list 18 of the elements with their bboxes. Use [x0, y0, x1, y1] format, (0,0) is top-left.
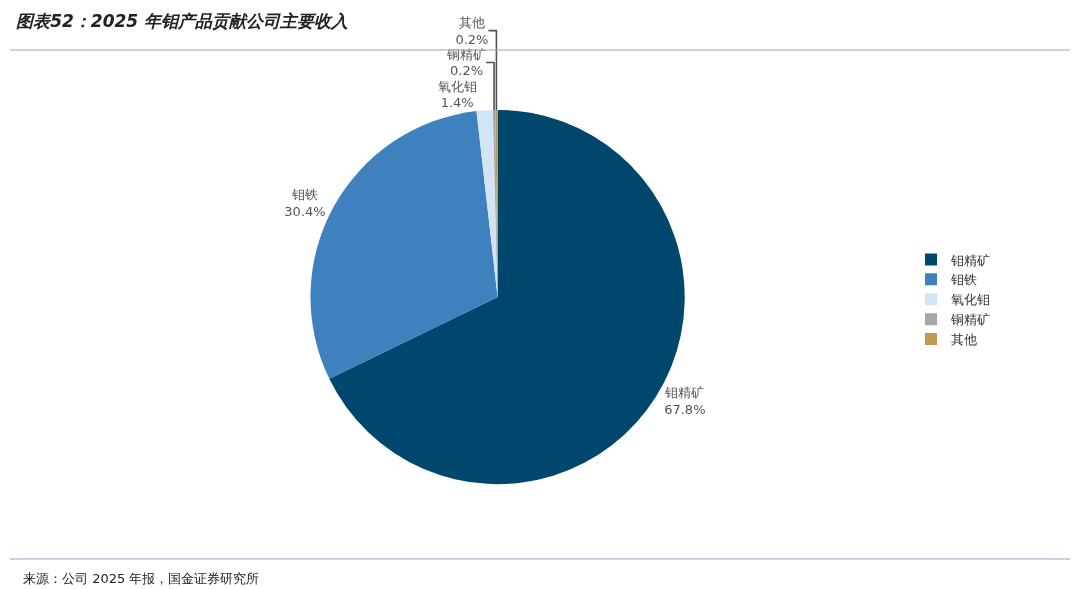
source-note: 来源：公司 2025 年报，国金证券研究所 [23, 571, 260, 586]
legend-label: 钼精矿 [950, 252, 990, 268]
data-label: 0.2% [455, 31, 489, 47]
data-label: 1.4% [440, 95, 474, 111]
legend-label: 铜精矿 [950, 312, 990, 328]
legend-label: 氧化钼 [951, 292, 990, 308]
data-label: 30.4% [284, 204, 326, 220]
slice-label: 钼铁 [290, 187, 318, 203]
pie-slice [476, 109, 498, 298]
data-label: 0.2% [450, 63, 484, 79]
chart-title: 图表52：2025 年钼产品贡献公司主要收入 [16, 10, 349, 31]
data-label: 67.8% [664, 401, 706, 417]
slice-label: 其他 [458, 14, 485, 30]
slice-label: 钼精矿 [664, 384, 705, 400]
legend-label: 钼铁 [950, 272, 977, 288]
slice-label: 铜精矿 [446, 46, 487, 62]
legend-label: 其他 [951, 332, 977, 348]
slice-label: 氧化钼 [437, 78, 477, 94]
